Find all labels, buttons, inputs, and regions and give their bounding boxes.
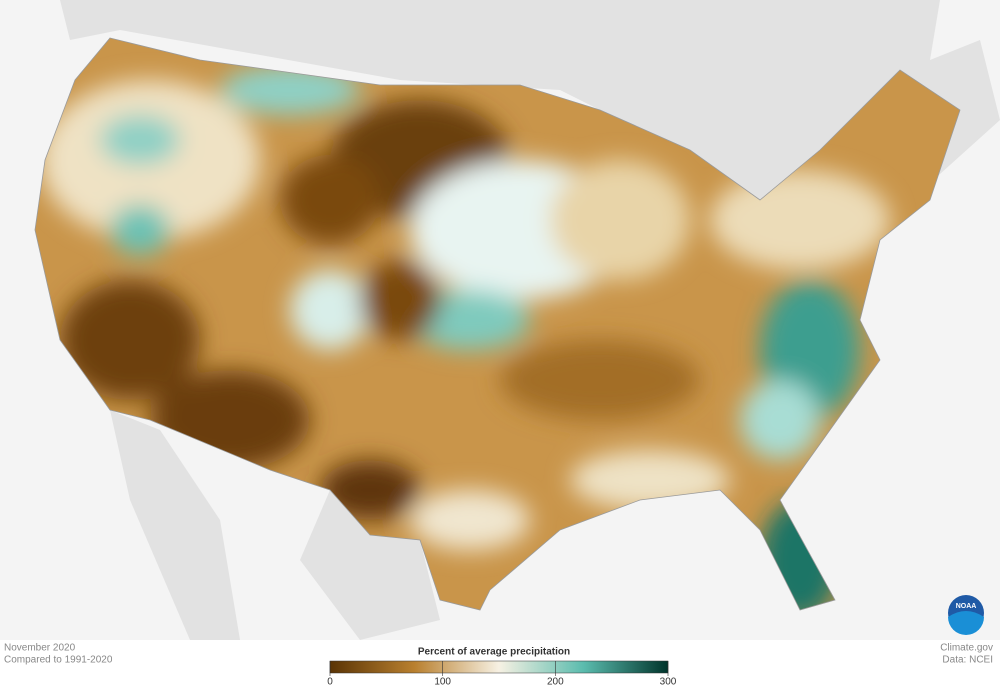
legend-title: Percent of average precipitation bbox=[418, 647, 570, 658]
us-outline bbox=[34, 37, 961, 611]
colorbar bbox=[329, 660, 669, 674]
tick-label: 100 bbox=[434, 677, 451, 688]
source: Climate.gov bbox=[940, 643, 993, 654]
date: November 2020 bbox=[4, 643, 76, 654]
data-credit: Data: NCEI bbox=[942, 655, 993, 666]
mexico bbox=[110, 410, 440, 640]
canada bbox=[60, 0, 1000, 240]
colorbar-ticks: 0 100 200 300 bbox=[327, 661, 677, 688]
tick-label: 0 bbox=[327, 677, 333, 688]
tick-label: 200 bbox=[547, 677, 564, 688]
tick-label: 300 bbox=[660, 677, 677, 688]
logo-text: NOAA bbox=[956, 603, 977, 610]
baseline: Compared to 1991-2020 bbox=[4, 655, 113, 666]
logo-wave bbox=[948, 611, 984, 635]
